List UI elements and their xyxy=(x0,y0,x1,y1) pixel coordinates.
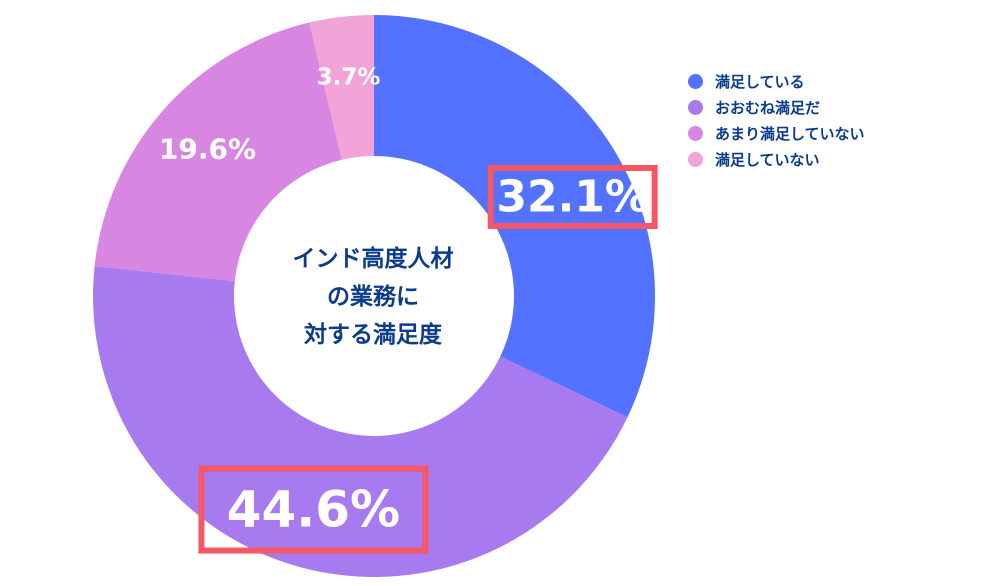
data-label-satisfied: 32.1% xyxy=(496,171,649,222)
data-label-not-very-satisfied: 19.6% xyxy=(159,133,256,166)
highlight-box-mostly-satisfied xyxy=(198,465,429,554)
center-title-line: 対する満足度 xyxy=(304,322,442,348)
legend-label: 満足している xyxy=(715,72,805,91)
legend-label: おおむね満足だ xyxy=(715,98,821,117)
data-label-mostly-satisfied: 44.6% xyxy=(227,481,400,539)
legend: 満足している おおむね満足だ あまり満足していない 満足していない xyxy=(688,68,865,172)
legend-swatch xyxy=(688,99,703,115)
legend-item-satisfied: 満足している xyxy=(688,68,865,94)
center-title-line: の業務に xyxy=(327,284,419,310)
legend-swatch xyxy=(688,151,703,167)
legend-label: あまり満足していない xyxy=(715,124,865,143)
legend-swatch xyxy=(688,73,703,89)
legend-item-mostly-satisfied: おおむね満足だ xyxy=(688,94,865,120)
slice-mostly-satisfied xyxy=(93,266,628,577)
highlight-box-satisfied xyxy=(487,164,658,229)
legend-item-not-satisfied: 満足していない xyxy=(688,146,865,172)
legend-item-not-very-satisfied: あまり満足していない xyxy=(688,120,865,146)
legend-swatch xyxy=(688,125,703,141)
center-title-line: インド高度人材 xyxy=(292,246,454,272)
legend-label: 満足していない xyxy=(715,150,820,169)
data-label-not-satisfied: 3.7% xyxy=(317,64,381,90)
slice-not-satisfied xyxy=(309,15,374,160)
slice-satisfied xyxy=(374,15,655,418)
center-title: インド高度人材 の業務に 対する満足度 xyxy=(233,240,513,354)
slice-not-very-satisfied xyxy=(94,22,342,282)
